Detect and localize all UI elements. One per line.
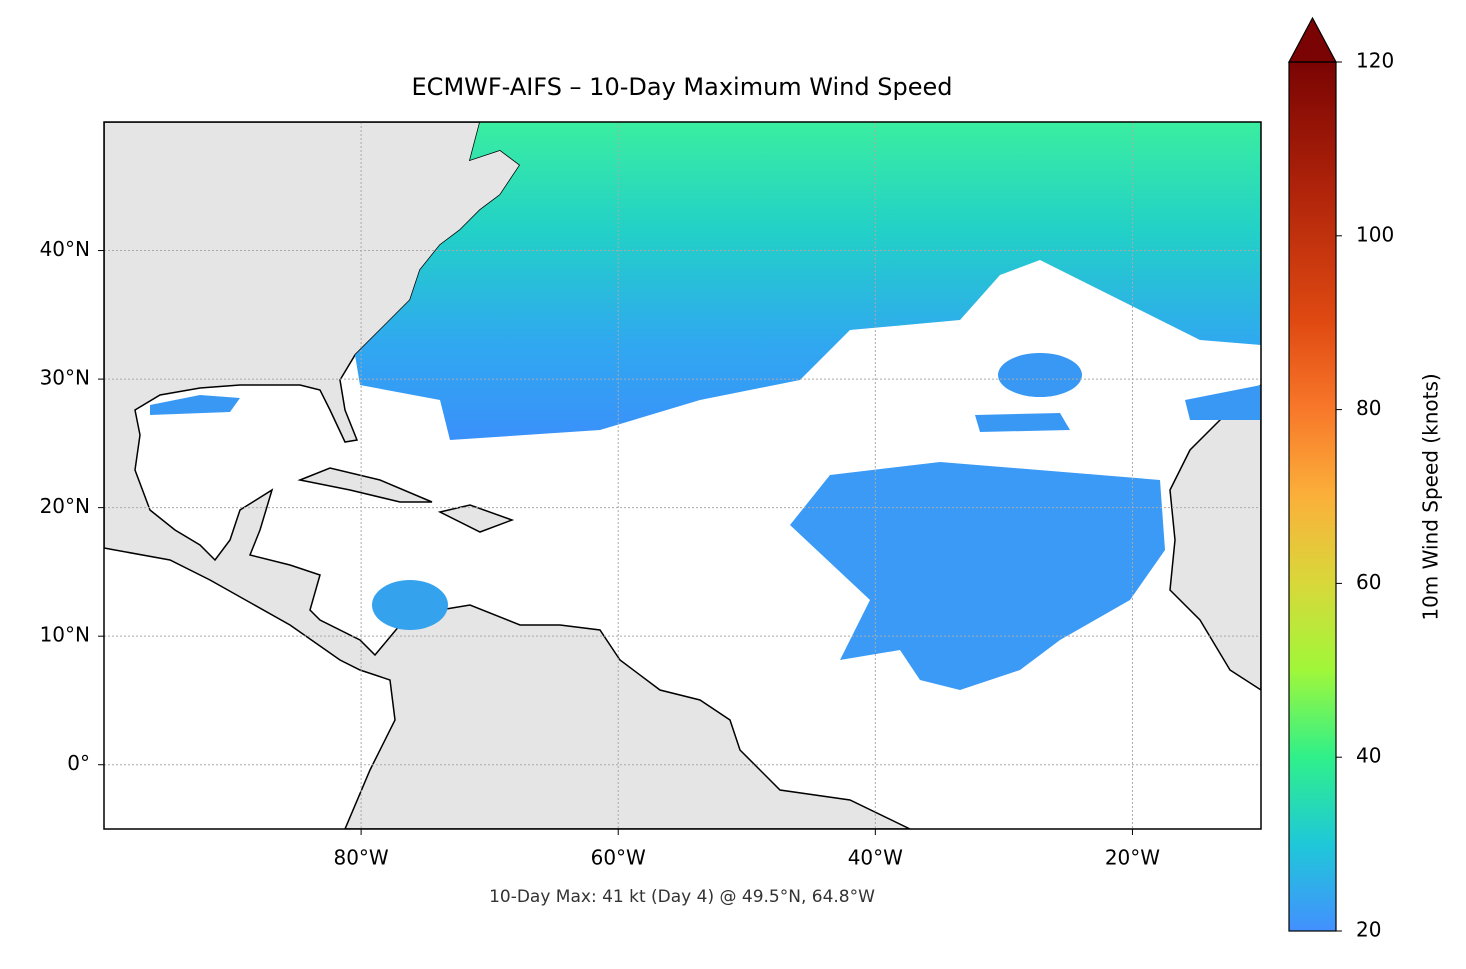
colorbar-extend [1287, 16, 1338, 63]
annotation: 10-Day Max: 41 kt (Day 4) @ 49.5°N, 64.8… [489, 887, 875, 907]
y-tick-label: 30°N [40, 366, 90, 390]
colorbar: 10m Wind Speed (knots) 20 40 60 80 100 120 [1287, 16, 1443, 942]
map-frame [103, 121, 1262, 830]
colorbar-tick-label: 60 [1356, 570, 1381, 594]
y-tick-label: 40°N [40, 237, 90, 261]
x-tick-label: 80°W [333, 846, 388, 870]
wind-area [372, 580, 448, 630]
chart-title: ECMWF-AIFS – 10-Day Maximum Wind Speed [412, 73, 953, 101]
wind-area [998, 353, 1082, 397]
y-tick-label: 0° [67, 751, 90, 775]
y-tick-label: 20°N [40, 494, 90, 518]
land-cuba [297, 467, 433, 503]
wind-area [150, 385, 1261, 432]
colorbar-label: 10m Wind Speed (knots) [1419, 373, 1443, 620]
colorbar-scale [1289, 62, 1336, 931]
x-tick-label: 60°W [591, 846, 646, 870]
colorbar-frame [1288, 61, 1337, 932]
colorbar-tick-label: 20 [1356, 918, 1381, 942]
x-tick-label: 20°W [1105, 846, 1160, 870]
x-tick-label: 40°W [848, 846, 903, 870]
y-tick-label: 10°N [40, 623, 90, 647]
wind-area [790, 462, 1165, 690]
wind-area [355, 122, 1261, 440]
map [104, 122, 1261, 829]
colorbar-tick-label: 40 [1356, 744, 1381, 768]
colorbar-tick-label: 100 [1356, 222, 1394, 246]
colorbar-tick-label: 120 [1356, 49, 1394, 73]
colorbar-tick-label: 80 [1356, 396, 1381, 420]
